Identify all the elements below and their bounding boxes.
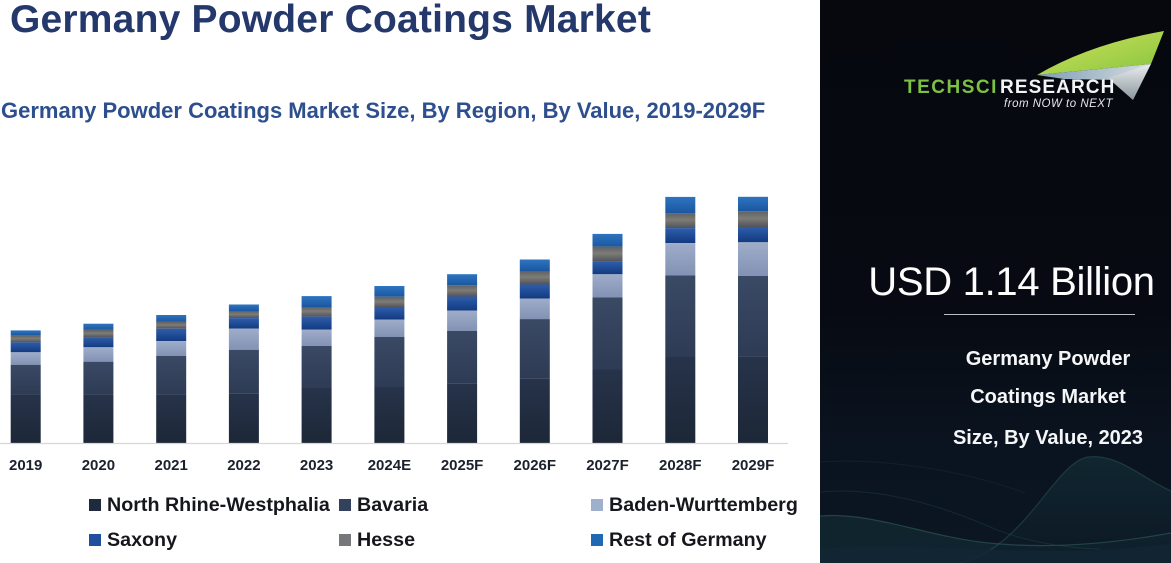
svg-text:2023: 2023 [300, 457, 333, 474]
svg-text:2021: 2021 [155, 457, 188, 474]
svg-text:2029F: 2029F [732, 457, 775, 474]
svg-text:2022: 2022 [227, 457, 260, 474]
svg-text:2024E: 2024E [368, 457, 411, 474]
svg-text:2020: 2020 [82, 457, 115, 474]
svg-text:2025F: 2025F [441, 457, 484, 474]
svg-text:2019: 2019 [9, 457, 42, 474]
svg-text:2027F: 2027F [586, 457, 629, 474]
svg-text:2026F: 2026F [514, 457, 557, 474]
svg-text:2028F: 2028F [659, 457, 702, 474]
